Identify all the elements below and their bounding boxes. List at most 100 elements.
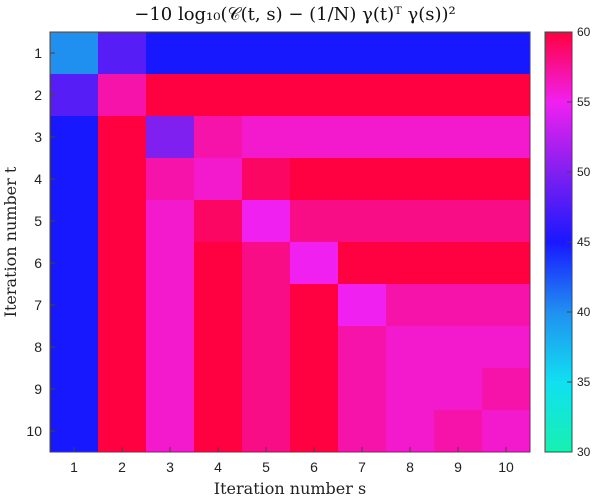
heatmap-cell [434,368,483,411]
colorbar-tick-label: 35 [577,375,591,389]
x-tick-label: 1 [70,459,78,475]
heatmap-cell [386,200,435,243]
y-tick-label: 3 [34,129,42,145]
heatmap-cell [146,368,195,411]
heatmap-cell [242,32,291,75]
heatmap-cell [242,74,291,117]
heatmap-cell [338,284,387,327]
colorbar-tick-label: 50 [577,165,591,179]
heatmap-cell [242,368,291,411]
x-tick-label: 3 [166,459,174,475]
heatmap-cell [50,116,99,159]
y-tick-label: 1 [34,45,42,61]
x-tick-label: 8 [406,459,414,475]
y-tick-label: 8 [34,339,42,355]
heatmap-cell [194,200,243,243]
heatmap-cell [338,368,387,411]
x-tick-label: 5 [262,459,270,475]
heatmap-cell [290,242,339,285]
heatmap-cell [386,242,435,285]
x-tick-label: 2 [118,459,126,475]
colorbar-ticks: 30 35 40 45 50 55 60 [567,25,591,459]
heatmap-cell [194,410,243,453]
x-tick-label: 10 [498,459,514,475]
heatmap-cell [434,284,483,327]
heatmap-cell [290,116,339,159]
heatmap-cell [434,326,483,369]
heatmap-cell [434,74,483,117]
heatmap-cell [290,32,339,75]
heatmap-cells [50,32,531,453]
heatmap-cell [242,200,291,243]
heatmap-cell [386,32,435,75]
y-tick-label: 2 [34,87,42,103]
chart-title: −10 log₁₀(𝒞(t, s) − (1/N) γ(t)ᵀ γ(s))² [134,4,456,25]
x-tick-label: 9 [454,459,462,475]
heatmap-cell [50,326,99,369]
heatmap-cell [386,74,435,117]
heatmap-cell [482,32,531,75]
heatmap-cell [146,116,195,159]
heatmap-cell [338,200,387,243]
heatmap-cell [290,368,339,411]
heatmap-cell [290,326,339,369]
heatmap-cell [482,410,531,453]
heatmap-cell [98,74,147,117]
heatmap-cell [50,32,99,75]
heatmap-cell [338,74,387,117]
heatmap-cell [194,368,243,411]
colorbar-tick-label: 45 [577,235,591,249]
y-axis-label: Iteration number t [1,166,20,317]
heatmap-cell [482,242,531,285]
y-tick-label: 7 [34,297,42,313]
heatmap-cell [50,200,99,243]
y-tick-label: 5 [34,213,42,229]
heatmap-cell [194,116,243,159]
heatmap-cell [98,116,147,159]
colorbar-tick-label: 30 [577,445,591,459]
heatmap-cell [194,32,243,75]
heatmap-cell [50,242,99,285]
heatmap-cell [146,200,195,243]
x-tick-label: 4 [214,459,222,475]
colorbar-tick-label: 60 [577,25,591,39]
heatmap-cell [290,284,339,327]
y-tick-label: 6 [34,255,42,271]
heatmap-cell [434,32,483,75]
x-axis-ticks: 1 2 3 4 5 6 7 8 9 10 [70,447,514,475]
heatmap-cell [98,200,147,243]
heatmap-cell [338,326,387,369]
heatmap-cell [434,158,483,201]
heatmap-cell [290,158,339,201]
heatmap-cell [194,284,243,327]
heatmap-cell [338,410,387,453]
heatmap-cell [98,368,147,411]
heatmap-cell [482,326,531,369]
colorbar-tick-label: 40 [577,305,591,319]
heatmap-cell [50,368,99,411]
heatmap-cell [194,158,243,201]
heatmap-cell [50,284,99,327]
heatmap-cell [194,326,243,369]
heatmap-cell [482,368,531,411]
heatmap-cell [242,284,291,327]
heatmap-cell [50,410,99,453]
heatmap-cell [290,410,339,453]
x-axis-label: Iteration number s [214,479,366,496]
heatmap-cell [242,158,291,201]
heatmap-cell [146,284,195,327]
heatmap-cell [242,242,291,285]
heatmap-cell [50,158,99,201]
heatmap-cell [434,200,483,243]
heatmap-cell [338,32,387,75]
heatmap-cell [386,326,435,369]
heatmap-cell [146,32,195,75]
heatmap-cell [434,242,483,285]
heatmap-cell [290,200,339,243]
x-tick-label: 6 [310,459,318,475]
y-tick-label: 4 [34,171,42,187]
heatmap-cell [338,242,387,285]
heatmap-cell [98,158,147,201]
heatmap-cell [482,116,531,159]
